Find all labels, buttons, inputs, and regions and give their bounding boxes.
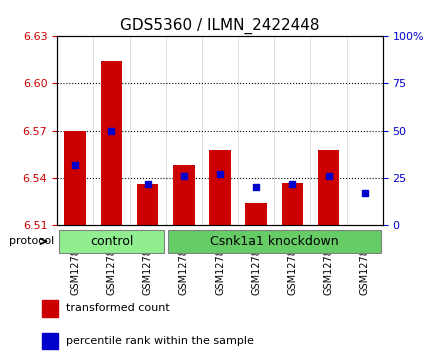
FancyBboxPatch shape: [59, 230, 164, 253]
Bar: [318, 150, 339, 225]
Text: transformed count: transformed count: [66, 303, 169, 313]
Bar: [209, 150, 231, 225]
Point: [144, 181, 151, 187]
Point: [108, 128, 115, 134]
Bar: [101, 61, 122, 225]
Text: Csnk1a1 knockdown: Csnk1a1 knockdown: [210, 235, 338, 248]
Text: GDS5360 / ILMN_2422448: GDS5360 / ILMN_2422448: [120, 18, 320, 34]
Bar: [282, 183, 303, 225]
Point: [289, 181, 296, 187]
FancyBboxPatch shape: [168, 230, 381, 253]
Text: protocol: protocol: [9, 236, 54, 246]
Bar: [64, 131, 86, 225]
Point: [180, 173, 187, 179]
Point: [72, 162, 79, 168]
Point: [216, 171, 224, 177]
Point: [325, 173, 332, 179]
Bar: [137, 184, 158, 225]
Bar: [246, 203, 267, 225]
Bar: [42, 300, 58, 317]
Bar: [173, 165, 194, 225]
Bar: [42, 333, 58, 349]
Point: [253, 184, 260, 190]
Point: [361, 190, 368, 196]
Text: percentile rank within the sample: percentile rank within the sample: [66, 336, 253, 346]
Text: control: control: [90, 235, 133, 248]
